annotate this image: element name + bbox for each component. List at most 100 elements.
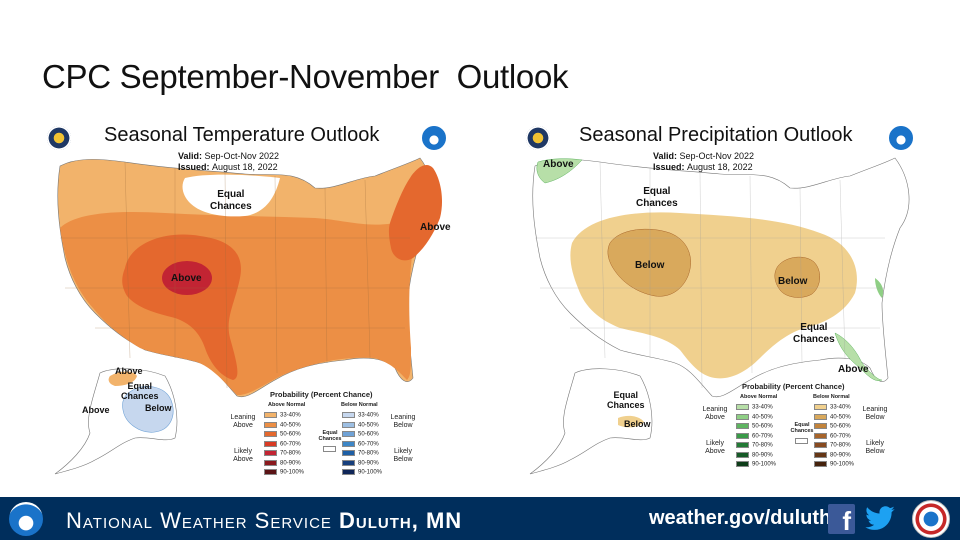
precip-legend-below-row: 70-80% [814, 442, 851, 449]
temp-legend-below-swatch [342, 440, 355, 447]
doc-seal-icon [47, 126, 71, 150]
temp-legend-below-swatch [342, 450, 355, 456]
temp-legend-equal-swatch [323, 446, 336, 452]
temp-equal-line-2: Chances [210, 201, 252, 212]
precip-leg-eq1: Equal [794, 422, 810, 428]
precip-legend-below-row: 33-40% [814, 404, 851, 411]
temp-legend-below-row: 80-90% [342, 459, 379, 467]
precip-label-below-midwest: Below [778, 276, 808, 287]
precip-label-alaska-equal: Equal Chances [607, 390, 645, 410]
temp-valid-label: Valid: [178, 151, 203, 161]
precip-legend-above-range: 40-50% [752, 414, 773, 421]
precip-alaska-outline [529, 368, 653, 475]
precip-leg-rt2: Below [865, 414, 885, 421]
temperature-map-title: Seasonal Temperature Outlook [104, 124, 380, 146]
temp-legend-below-row: 33-40% [342, 412, 379, 419]
precip-legend-below-range: 80-90% [830, 452, 851, 459]
temp-legend-above-row: 90-100% [264, 469, 304, 476]
twitter-icon[interactable] [864, 503, 896, 535]
precip-legend-above-row: 90-100% [736, 461, 776, 468]
temp-legend-above-row: 70-80% [264, 450, 301, 457]
precip-alaska-below [618, 415, 644, 428]
precip-legend-leaning-above: Leaning Above [702, 406, 728, 422]
precip-legend-above-row: 60-70% [736, 432, 773, 440]
temp-leg-lb2: Above [233, 456, 253, 463]
noaa-footer-logo-icon [9, 502, 43, 536]
temp-legend-below-row: 50-60% [342, 431, 379, 438]
temp-issued-label: Issued: [178, 162, 210, 172]
temp-legend-above-range: 33-40% [280, 412, 301, 419]
temp-legend-above-swatch [264, 412, 277, 418]
precip-leg-rb2: Below [865, 448, 885, 455]
temp-leg-lt2: Above [233, 422, 253, 429]
temp-legend-above-range: 40-50% [280, 422, 301, 429]
temp-label-alaska-above-west: Above [82, 405, 110, 415]
precip-equal-south-line-2: Chances [793, 334, 835, 345]
temp-legend-below-range: 90-100% [358, 469, 383, 476]
precip-leg-lt2: Above [705, 414, 725, 421]
precip-label-equal-south: Equal Chances [793, 322, 835, 346]
temp-legend-above-swatch [264, 440, 277, 447]
facebook-icon[interactable]: f [828, 504, 855, 536]
precipitation-legend: Probability (Percent Chance) Above Norma… [702, 378, 888, 478]
temp-legend-below-range: 50-60% [358, 431, 379, 438]
precip-label-above-northwest: Above [543, 159, 574, 170]
precip-legend-below-swatch [814, 442, 827, 448]
temp-ak-equal-line-1: Equal [127, 381, 153, 391]
temp-legend-above-swatch [264, 431, 277, 437]
precip-leg-lt1: Leaning [702, 406, 728, 413]
temp-legend-above-row: 60-70% [264, 440, 301, 448]
temp-legend-above-range: 80-90% [280, 460, 301, 467]
temp-label-alaska-equal: Equal Chances [121, 381, 159, 401]
precip-legend-above-range: 60-70% [752, 433, 773, 440]
precip-legend-below-row: 40-50% [814, 413, 851, 421]
footer-name-prefix: National Weather Service [66, 508, 340, 533]
precip-southeast-above [834, 332, 883, 381]
temp-valid-value: Sep-Oct-Nov 2022 [204, 151, 280, 161]
precip-legend-leaning-below: Leaning Below [862, 406, 888, 422]
footer-url-link[interactable]: weather.gov/duluth [649, 507, 832, 529]
precip-legend-above-row: 50-60% [736, 423, 773, 430]
temp-legend-above-swatch [264, 421, 277, 428]
temp-issued-value: August 18, 2022 [212, 162, 278, 172]
precipitation-outlook-map: Seasonal Precipitation Outlook Valid: Se… [490, 118, 945, 490]
precip-legend-likely-above: Likely Above [702, 440, 728, 456]
footer-name-office: Duluth, MN [339, 508, 463, 533]
precip-legend-above-row: 40-50% [736, 413, 773, 421]
precip-legend-below-swatch [814, 451, 827, 458]
nws-seal-icon [912, 500, 950, 538]
temp-label-alaska-above-north: Above [115, 366, 143, 376]
temp-northeast-50-60 [388, 165, 443, 261]
temperature-map-graphic [54, 157, 443, 475]
temp-leg-rb2: Below [393, 456, 413, 463]
temp-legend-above-row: 50-60% [264, 431, 301, 438]
precip-legend-below-row: 50-60% [814, 423, 851, 430]
temp-legend-below-range: 60-70% [358, 441, 379, 448]
noaa-logo-icon [422, 126, 446, 150]
precip-legend-below-row: 60-70% [814, 432, 851, 440]
temp-north-equal-chances [182, 174, 280, 217]
temp-legend-below-row: 70-80% [342, 450, 379, 457]
precip-legend-below-swatch [814, 423, 827, 429]
precip-legend-above-swatch [736, 413, 749, 420]
temp-conus-60-70 [162, 261, 212, 295]
footer-bar [0, 497, 960, 540]
temp-legend-above-row: 33-40% [264, 412, 301, 419]
temp-legend-below-header: Below Normal [341, 402, 378, 408]
precip-label-equal-chances: Equal Chances [636, 186, 678, 210]
precip-west-40-50 [607, 228, 691, 297]
precip-equal-line-2: Chances [636, 198, 678, 209]
precip-legend-likely-below: Likely Below [862, 440, 888, 456]
temp-legend-leaning-above: Leaning Above [230, 414, 256, 430]
temp-legend-below-swatch [342, 431, 355, 437]
precip-label-alaska-below: Below [624, 419, 651, 429]
precip-legend-above-swatch [736, 423, 749, 429]
precip-legend-below-swatch [814, 413, 827, 420]
precip-legend-below-row: 80-90% [814, 451, 851, 459]
temp-label-above-northeast: Above [420, 222, 451, 233]
precip-issued-value: August 18, 2022 [687, 162, 753, 172]
precip-leg-rt1: Leaning [862, 406, 888, 413]
precip-issued-label: Issued: [653, 162, 685, 172]
temp-legend-below-range: 33-40% [358, 412, 379, 419]
precip-legend-below-range: 70-80% [830, 442, 851, 449]
